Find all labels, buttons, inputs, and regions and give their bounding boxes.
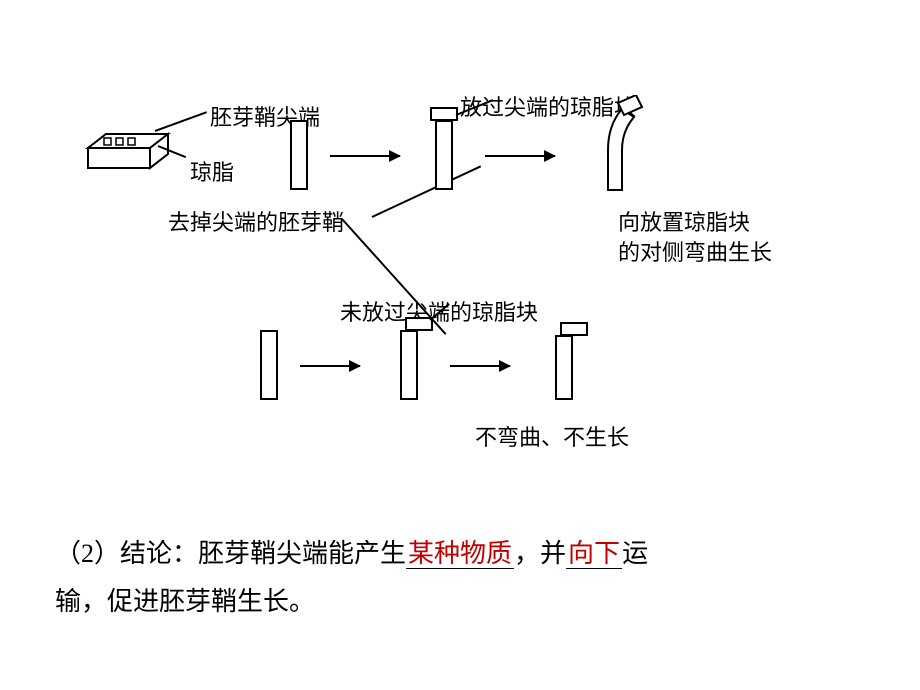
arrow-3 [300, 365, 360, 367]
conclusion-prefix: （2）结论：胚芽鞘尖端能产生 [55, 539, 406, 568]
agar-slab-icon [80, 130, 180, 185]
label-decap: 去掉尖端的胚芽鞘 [168, 205, 344, 237]
label-result-top-1: 向放置琼脂块 [618, 205, 750, 237]
coleoptile-bent [590, 95, 650, 200]
arrow-1 [330, 155, 400, 157]
label-result-bottom: 不弯曲、不生长 [475, 420, 629, 452]
agar-block-untreated-2 [560, 322, 588, 336]
label-result-top-2: 的对侧弯曲生长 [618, 235, 772, 267]
conclusion-red-2: 向下 [566, 539, 622, 569]
diag-to-cole1 [372, 165, 482, 218]
arrow-4 [450, 365, 510, 367]
coleoptile-bottom-2 [400, 330, 418, 400]
coleoptile-bottom-1 [260, 330, 278, 400]
pointer-tip [155, 111, 207, 132]
coleoptile-decap-1 [290, 120, 308, 190]
conclusion-suffix2: 输，促进胚芽鞘生长。 [55, 587, 315, 616]
label-agar: 琼脂 [190, 155, 234, 187]
coleoptile-bottom-3 [555, 335, 573, 400]
experiment-diagram: 胚芽鞘尖端 琼脂 去掉尖端的胚芽鞘 放过尖端的琼脂块 向放置琼脂块 的对侧弯曲生… [80, 90, 840, 490]
arrow-2 [485, 155, 555, 157]
conclusion-text: （2）结论：胚芽鞘尖端能产生某种物质，并向下运输，促进胚芽鞘生长。 [55, 530, 865, 626]
conclusion-mid: ，并 [514, 539, 566, 568]
coleoptile-top-2 [435, 120, 453, 190]
conclusion-red-1: 某种物质 [406, 539, 514, 569]
conclusion-suffix1: 运 [622, 539, 648, 568]
agar-block-treated [430, 107, 458, 121]
